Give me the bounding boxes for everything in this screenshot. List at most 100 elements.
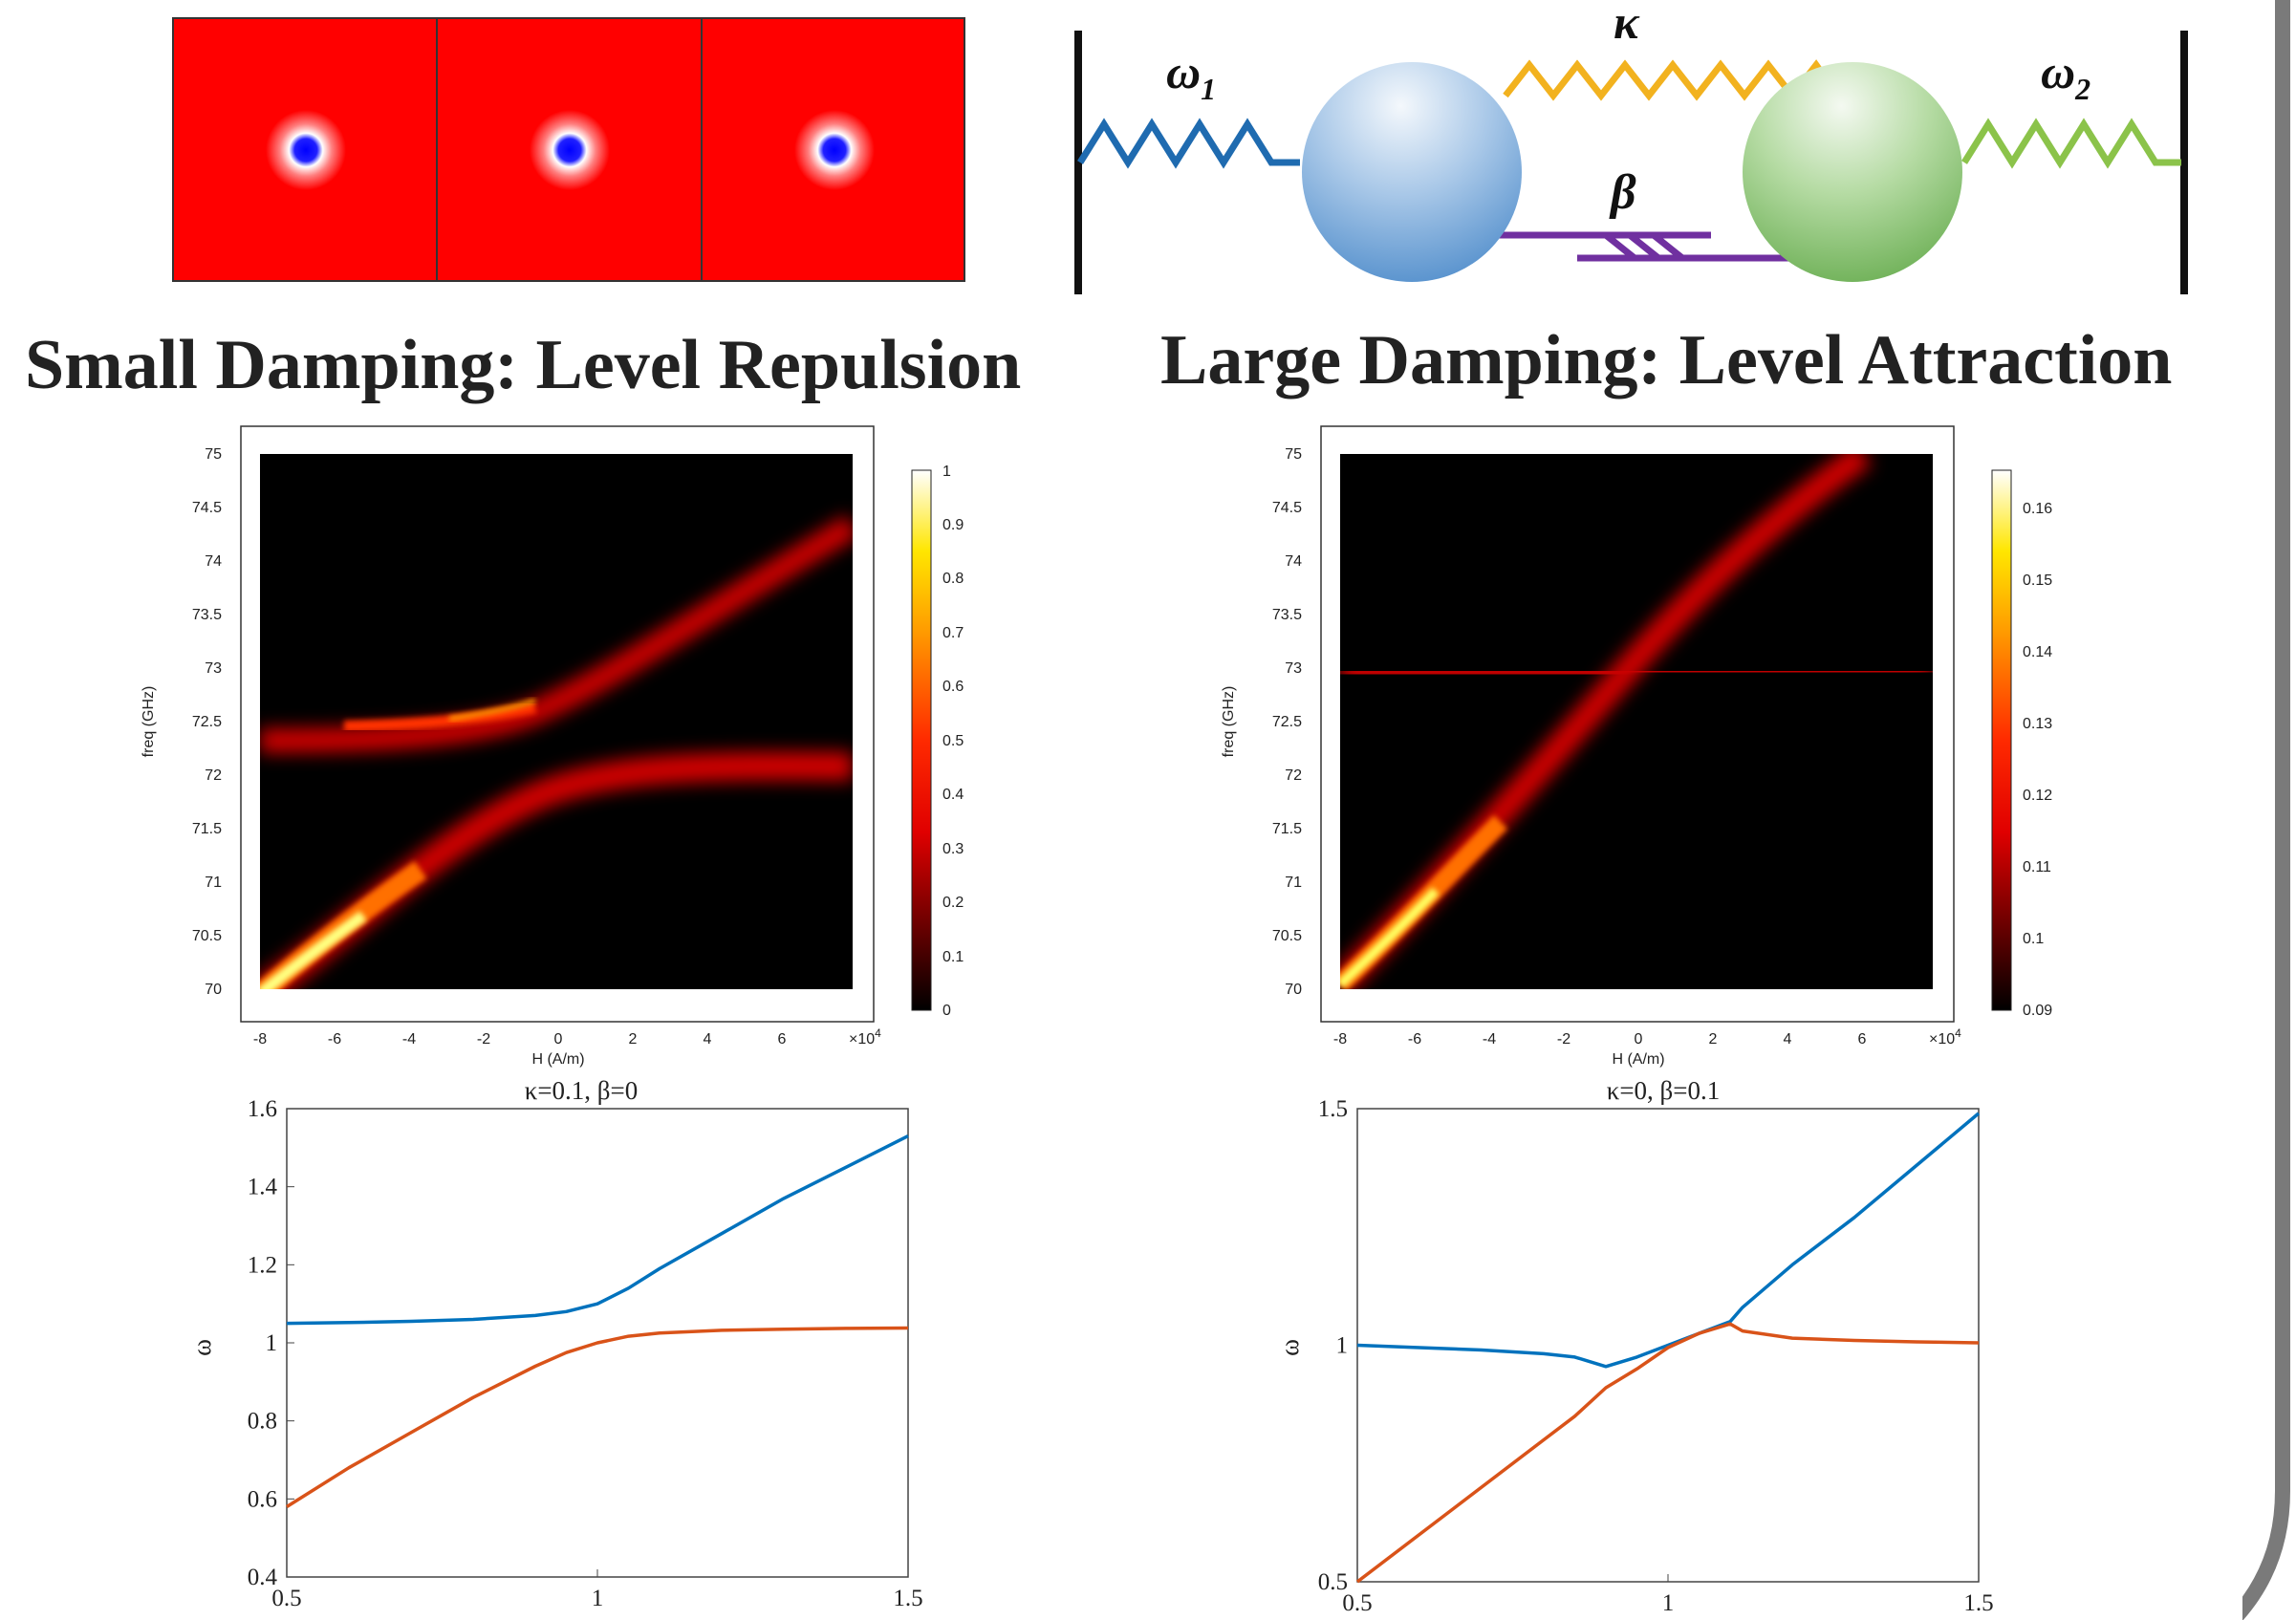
svg-text:75: 75 <box>1285 446 1302 463</box>
x-tick-label: 0.5 <box>1342 1590 1372 1616</box>
heatmap-2-ylabel: freq (GHz) <box>1221 686 1237 758</box>
title-level-repulsion: Small Damping: Level Repulsion <box>25 326 1022 404</box>
heatmap-repulsion: 70 70.5 71 71.5 72 72.5 73 73.5 74 74.5 … <box>141 425 964 1068</box>
beta-label: β <box>1609 165 1636 220</box>
svg-text:0: 0 <box>554 1031 563 1048</box>
svg-text:0.4: 0.4 <box>942 787 964 803</box>
line-plot-2-title: κ=0, β=0.1 <box>1607 1076 1721 1105</box>
kappa-label: κ <box>1614 0 1640 49</box>
y-tick-label: 0.8 <box>248 1409 277 1435</box>
heatmap-1-xticks: -8 -6 -4 -2 0 2 4 6 ×104 <box>253 1026 881 1048</box>
line-plot-1-yticks: 0.4 0.6 0.8 1 1.2 1.4 1.6 <box>248 1096 294 1590</box>
svg-text:4: 4 <box>1784 1031 1792 1048</box>
svg-text:0.5: 0.5 <box>942 733 964 749</box>
y-tick-label: 1 <box>1336 1333 1349 1359</box>
svg-text:0.11: 0.11 <box>2023 859 2051 875</box>
svg-text:1: 1 <box>942 464 951 480</box>
heatmap-1-colorbar-ticks: 0 0.1 0.2 0.3 0.4 0.5 0.6 0.7 0.8 0.9 1 <box>942 464 964 1019</box>
svg-text:-6: -6 <box>1408 1031 1421 1048</box>
svg-text:74: 74 <box>1285 553 1302 570</box>
vortex-core-1 <box>266 110 346 190</box>
svg-text:0: 0 <box>1635 1031 1643 1048</box>
svg-text:-2: -2 <box>1557 1031 1570 1048</box>
heatmap-image <box>1340 454 1933 989</box>
svg-text:70: 70 <box>205 982 222 998</box>
svg-text:0.12: 0.12 <box>2023 788 2052 804</box>
heatmap-2-yticks: 70 70.5 71 71.5 72 72.5 73 73.5 74 74.5 … <box>1272 446 1302 998</box>
vortex-core-3 <box>794 110 875 190</box>
svg-text:×104: ×104 <box>849 1026 881 1048</box>
y-tick-label: 1.5 <box>1318 1096 1348 1122</box>
line-plot-repulsion: κ=0.1, β=0 ω 0.4 0.6 0.8 1 1.2 1.4 1.6 0.5 1 1.5 <box>191 1076 923 1611</box>
omega1-label: ω1 <box>1166 45 1216 106</box>
line-plot-2-xticks: 0.5 1 1.5 <box>1342 1574 1994 1616</box>
svg-text:74.5: 74.5 <box>192 500 222 516</box>
mass-2 <box>1743 62 1962 282</box>
svg-text:0.09: 0.09 <box>2023 1003 2052 1019</box>
svg-text:0.13: 0.13 <box>2023 716 2052 732</box>
svg-text:71: 71 <box>205 875 222 891</box>
heatmap-attraction: 70 70.5 71 71.5 72 72.5 73 73.5 74 74.5 … <box>1221 425 2052 1068</box>
svg-text:74: 74 <box>205 553 222 570</box>
line-plot-attraction: κ=0, β=0.1 ω 0.5 1 1.5 0.5 1 1.5 <box>1275 1076 1994 1616</box>
series-line-2 <box>1355 1322 1980 1584</box>
line-plot-2-series <box>1355 1112 1981 1584</box>
heatmap-1-yticks: 70 70.5 71 71.5 72 72.5 73 73.5 74 74.5 … <box>192 446 222 998</box>
svg-text:2: 2 <box>1709 1031 1718 1048</box>
svg-text:71.5: 71.5 <box>192 821 222 837</box>
line-plot-1-title: κ=0.1, β=0 <box>525 1076 639 1105</box>
svg-text:0.6: 0.6 <box>942 679 964 695</box>
svg-text:-6: -6 <box>328 1031 341 1048</box>
heatmap-2-xticks: -8 -6 -4 -2 0 2 4 6 ×104 <box>1333 1026 1961 1048</box>
svg-text:0.14: 0.14 <box>2023 644 2052 660</box>
line-plot-2-ylabel: ω <box>1275 1339 1304 1356</box>
svg-text:6: 6 <box>778 1031 787 1048</box>
vortex-panels <box>172 17 965 282</box>
svg-text:70: 70 <box>1285 982 1302 998</box>
vortex-core-2 <box>530 110 610 190</box>
series-line-1 <box>1356 1112 1981 1369</box>
svg-text:73: 73 <box>1285 660 1302 677</box>
svg-text:72: 72 <box>205 767 222 784</box>
heatmap-1-colorbar <box>911 469 932 1011</box>
svg-text:72.5: 72.5 <box>1272 714 1302 730</box>
svg-text:0.9: 0.9 <box>942 517 964 533</box>
x-tick-label: 1.5 <box>1963 1590 1993 1616</box>
x-tick-label: 0.5 <box>271 1586 301 1611</box>
heatmap-2-colorbar <box>1991 469 2012 1011</box>
svg-text:0.16: 0.16 <box>2023 501 2052 517</box>
line-plot-1-ylabel: ω <box>191 1339 216 1356</box>
heatmap-image <box>260 454 853 989</box>
series-line-1 <box>286 1134 909 1326</box>
damper-beta <box>1491 231 1797 262</box>
line-plot-2-yticks: 0.5 1 1.5 <box>1318 1096 1365 1595</box>
line-plot-1-series <box>286 1134 909 1508</box>
x-tick-label: 1 <box>592 1586 604 1611</box>
svg-text:0.3: 0.3 <box>942 841 964 857</box>
svg-text:0.8: 0.8 <box>942 571 964 587</box>
x-tick-label: 1 <box>1662 1590 1675 1616</box>
svg-text:71: 71 <box>1285 875 1302 891</box>
svg-text:74.5: 74.5 <box>1272 500 1302 516</box>
svg-text:-2: -2 <box>477 1031 490 1048</box>
svg-text:-4: -4 <box>1483 1031 1496 1048</box>
svg-text:0.7: 0.7 <box>942 625 964 641</box>
svg-text:73.5: 73.5 <box>192 607 222 623</box>
svg-text:72.5: 72.5 <box>192 714 222 730</box>
svg-text:72: 72 <box>1285 767 1302 784</box>
y-tick-label: 0.5 <box>1318 1569 1348 1595</box>
svg-text:71.5: 71.5 <box>1272 821 1302 837</box>
svg-text:4: 4 <box>704 1031 712 1048</box>
series-line-2 <box>286 1326 909 1508</box>
heatmap-1-ylabel: freq (GHz) <box>141 686 157 758</box>
slide-frame-edge <box>2242 0 2290 1620</box>
coupled-oscillator-diagram: ω1 κ β ω2 <box>1074 0 2188 294</box>
y-tick-label: 1 <box>266 1330 278 1356</box>
svg-text:6: 6 <box>1858 1031 1867 1048</box>
mass-1 <box>1302 62 1522 282</box>
heatmap-2-xlabel: H (A/m) <box>1612 1051 1664 1068</box>
y-tick-label: 1.6 <box>248 1096 277 1122</box>
y-tick-label: 0.4 <box>248 1565 278 1590</box>
heatmap-2-colorbar-ticks: 0.09 0.1 0.11 0.12 0.13 0.14 0.15 0.16 <box>2023 501 2052 1019</box>
y-tick-label: 1.4 <box>248 1175 278 1200</box>
